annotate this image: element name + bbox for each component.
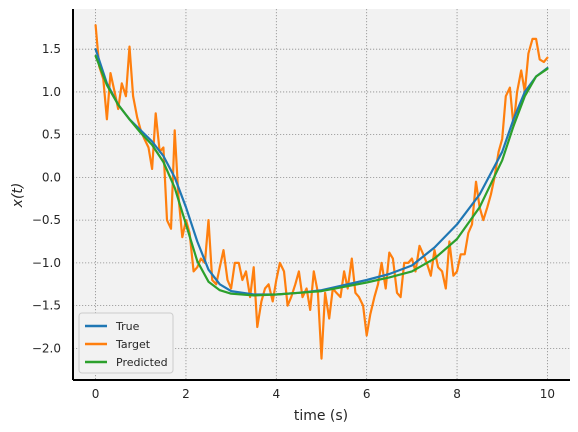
x-tick-label: 2 xyxy=(182,387,190,401)
x-tick-label: 4 xyxy=(272,387,280,401)
x-tick-label: 10 xyxy=(540,387,555,401)
x-axis-label: time (s) xyxy=(294,408,348,424)
y-tick-label: −2.0 xyxy=(32,341,61,355)
y-tick-label: 0.5 xyxy=(42,128,61,142)
series-layer xyxy=(94,24,549,360)
series-line-predicted xyxy=(94,54,549,297)
y-tick-label: 0.0 xyxy=(42,170,61,184)
legend: True Target Predicted xyxy=(78,312,174,374)
x-tick-label: 0 xyxy=(92,387,100,401)
x-tick-labels: 0 2 4 6 8 10 xyxy=(92,387,555,401)
y-tick-labels: −2.0 −1.5 −1.0 −0.5 0.0 0.5 1.0 1.5 xyxy=(32,42,61,355)
legend-label-true: True xyxy=(115,320,140,333)
y-axis-label: x(t) xyxy=(10,183,26,209)
axes xyxy=(72,9,570,381)
legend-label-predicted: Predicted xyxy=(116,356,168,369)
y-tick-label: −0.5 xyxy=(32,213,61,227)
x-tick-label: 8 xyxy=(453,387,461,401)
series-line-target xyxy=(94,24,549,360)
y-tick-label: −1.5 xyxy=(32,299,61,313)
legend-label-target: Target xyxy=(115,338,151,351)
x-tick-label: 6 xyxy=(363,387,371,401)
y-tick-label: 1.5 xyxy=(42,42,61,56)
y-tick-label: 1.0 xyxy=(42,85,61,99)
y-tick-label: −1.0 xyxy=(32,256,61,270)
legend-box xyxy=(78,312,174,374)
